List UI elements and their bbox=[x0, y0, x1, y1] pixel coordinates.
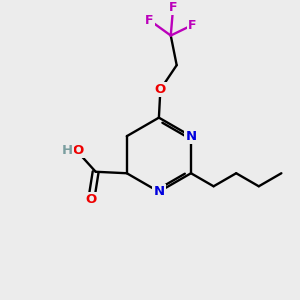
Text: F: F bbox=[169, 1, 177, 14]
Text: O: O bbox=[155, 83, 166, 96]
Text: N: N bbox=[185, 130, 197, 143]
Text: F: F bbox=[145, 14, 154, 27]
Text: O: O bbox=[85, 194, 97, 206]
Text: F: F bbox=[188, 19, 197, 32]
Text: O: O bbox=[72, 144, 83, 157]
Text: N: N bbox=[153, 185, 164, 198]
Text: H: H bbox=[61, 144, 73, 157]
